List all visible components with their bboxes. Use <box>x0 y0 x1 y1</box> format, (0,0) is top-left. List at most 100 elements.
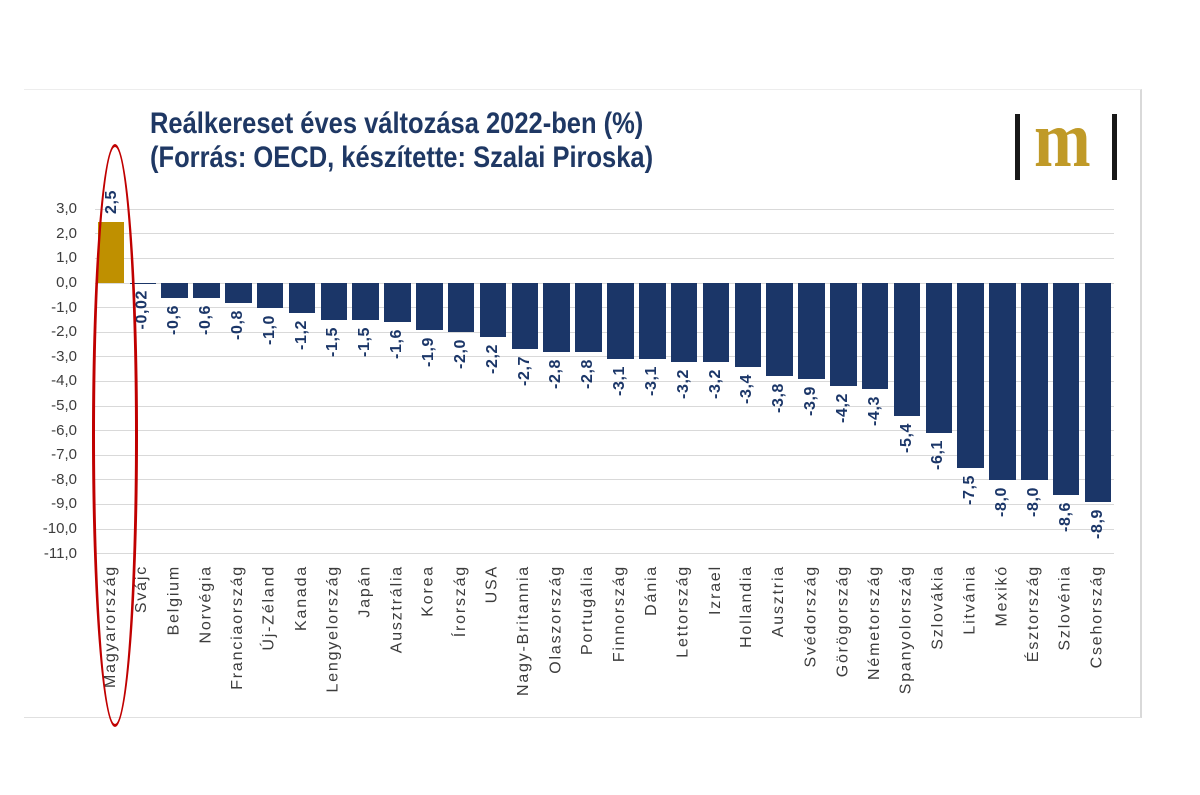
bar-Nagy-Britannia <box>511 283 539 350</box>
bar-Finnország <box>607 283 634 360</box>
bar-Írország <box>447 283 475 333</box>
y-axis-tick-label: -3,0 <box>51 347 77 365</box>
logo-m-letter: m <box>1034 96 1091 184</box>
value-label-Szlovénia: -8,6 <box>1056 501 1074 532</box>
y-axis-tick-label: -7,0 <box>51 446 77 464</box>
bar-Mexikó <box>989 283 1016 480</box>
gridline <box>95 430 1114 432</box>
bar-Norvégia <box>193 283 220 298</box>
category-label-Norvégia: Norvégia <box>197 565 215 644</box>
value-label-Japán: -1,5 <box>356 326 374 357</box>
y-axis-tick-label: -6,0 <box>51 421 77 439</box>
logo-right-bar-icon <box>1112 114 1117 180</box>
bar-Észtország <box>1021 283 1048 480</box>
value-label-Litvánia: -7,5 <box>961 474 979 505</box>
gridline <box>95 257 1114 259</box>
value-label-Belgium: -0,6 <box>165 304 183 335</box>
value-label-Svédország: -3,9 <box>802 385 820 416</box>
bar-Szlovákia <box>925 283 953 434</box>
bar-Szlovénia <box>1052 283 1080 495</box>
category-label-USA: USA <box>483 565 501 604</box>
gridline <box>95 282 1114 284</box>
bar-Görögország <box>830 283 857 387</box>
category-label-Írország: Írország <box>451 565 469 638</box>
y-axis-tick-label: -10,0 <box>42 520 77 537</box>
category-label-Spanyolország: Spanyolország <box>897 565 915 695</box>
category-label-Kanada: Kanada <box>292 565 310 631</box>
category-label-Hollandia: Hollandia <box>738 565 756 648</box>
y-axis-tick-label: 0,0 <box>56 274 77 291</box>
value-label-Svájc: -0,02 <box>133 290 151 330</box>
gridline <box>95 454 1114 456</box>
value-label-Dánia: -3,1 <box>642 366 660 397</box>
y-axis-tick-label: -1,0 <box>51 298 77 316</box>
chart-title: Reálkereset éves változása 2022-ben (%) … <box>150 107 653 175</box>
bar-Új-Zéland <box>256 283 284 308</box>
bar-Csehország <box>1084 283 1112 502</box>
category-label-Svájc: Svájc <box>133 565 151 614</box>
gridline <box>95 356 1114 358</box>
gridline <box>95 331 1114 333</box>
category-label-Lengyelország: Lengyelország <box>324 565 342 693</box>
category-label-Japán: Japán <box>356 565 374 618</box>
y-axis-tick-label: -8,0 <box>51 470 77 488</box>
bar-Portugália <box>575 283 602 352</box>
bar-Ausztria <box>766 283 793 377</box>
category-label-Ausztria: Ausztria <box>770 565 788 638</box>
category-label-Korea: Korea <box>419 565 437 617</box>
gridline <box>95 380 1114 382</box>
gridline <box>95 528 1114 530</box>
category-label-Mexikó: Mexikó <box>993 565 1011 627</box>
category-label-Csehország: Csehország <box>1088 565 1106 669</box>
bar-Japán <box>352 283 379 320</box>
bar-Litvánia <box>957 283 984 468</box>
bar-Korea <box>416 283 443 330</box>
bar-Dánia <box>639 283 666 360</box>
value-label-Új-Zéland: -1,0 <box>260 314 278 345</box>
bar-Franciaország <box>225 283 252 303</box>
highlight-ellipse <box>92 144 138 727</box>
category-label-Görögország: Görögország <box>833 565 851 678</box>
value-label-Mexikó: -8,0 <box>993 486 1011 517</box>
category-label-Litvánia: Litvánia <box>961 565 979 635</box>
gridline <box>95 405 1114 407</box>
bar-USA <box>479 283 507 338</box>
category-label-Németország: Németország <box>865 565 883 680</box>
y-axis-tick-label: 1,0 <box>56 249 77 267</box>
bar-Spanyolország <box>893 283 921 416</box>
bar-Belgium <box>161 283 188 298</box>
y-axis-tick-label: 3,0 <box>56 200 77 218</box>
category-label-Svédország: Svédország <box>802 565 820 668</box>
category-label-Finnország: Finnország <box>611 565 629 663</box>
category-label-Észtország: Észtország <box>1025 565 1042 663</box>
y-axis-tick-label: -4,0 <box>51 372 77 390</box>
value-label-Németország: -4,3 <box>865 395 883 426</box>
chart-frame <box>24 89 1142 718</box>
value-label-Franciaország: -0,8 <box>228 309 246 340</box>
category-label-Belgium: Belgium <box>165 565 183 636</box>
value-label-Olaszország: -2,8 <box>547 358 565 389</box>
mandiner-logo: m <box>1010 96 1122 184</box>
value-label-Spanyolország: -5,4 <box>897 422 915 453</box>
bar-Hollandia <box>734 283 762 367</box>
value-label-Portugália: -2,8 <box>579 358 597 389</box>
value-label-Nagy-Britannia: -2,7 <box>515 356 533 387</box>
y-axis-tick-label: -9,0 <box>51 495 77 513</box>
category-label-Szlovénia: Szlovénia <box>1056 565 1074 651</box>
gridline <box>95 553 1114 555</box>
bar-Lengyelország <box>320 283 348 320</box>
value-label-Ausztrália: -1,6 <box>388 329 406 360</box>
category-label-Portugália: Portugália <box>579 565 597 656</box>
category-label-Lettország: Lettország <box>674 565 692 658</box>
category-label-Franciaország: Franciaország <box>228 565 246 690</box>
category-label-Olaszország: Olaszország <box>547 565 565 674</box>
bar-Ausztrália <box>384 283 411 323</box>
bar-Németország <box>861 283 889 389</box>
value-label-Lengyelország: -1,5 <box>324 326 342 357</box>
category-label-Nagy-Britannia: Nagy-Britannia <box>515 565 533 697</box>
value-label-Korea: -1,9 <box>419 336 437 367</box>
gridline <box>95 208 1114 210</box>
bar-Kanada <box>288 283 316 313</box>
